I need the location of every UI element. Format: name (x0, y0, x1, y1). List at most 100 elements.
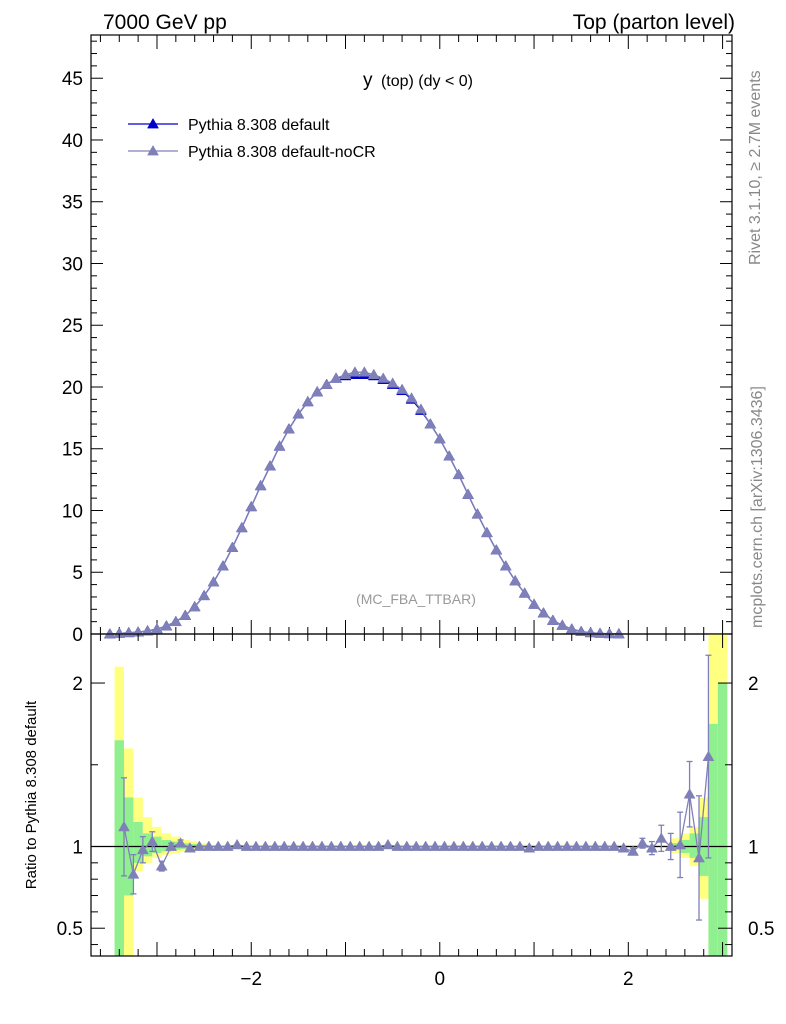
ratio-nocr-point (165, 840, 178, 851)
series-nocr-point (179, 609, 192, 620)
rivet-note: Rivet 3.1.10, ≥ 2.7M events (747, 70, 764, 265)
ratio-nocr-point (617, 842, 630, 853)
ratio-nocr-point (485, 840, 498, 851)
ratio-y-axis-label: Ratio to Pythia 8.308 default (23, 700, 40, 889)
ratio-uncertainty-bands (114, 634, 728, 956)
xtick-label: 0 (434, 969, 445, 990)
series-nocr-point (188, 600, 201, 612)
ratio-band-inner (114, 740, 124, 956)
ratio-nocr-point (674, 838, 687, 850)
ratio-nocr-point (410, 840, 423, 851)
series-nocr-point (217, 560, 229, 571)
ratio-nocr-point (193, 840, 206, 851)
ratio-band-inner (689, 833, 700, 858)
main-ytick-label: 0 (72, 625, 83, 646)
ratio-nocr-point (693, 851, 705, 863)
plot-title-main: y (363, 70, 373, 91)
series-nocr-point (330, 372, 343, 383)
main-ytick-label: 5 (72, 563, 83, 584)
series-nocr-point (339, 368, 352, 380)
series-nocr-point (528, 598, 540, 609)
series-nocr-point (377, 372, 390, 383)
ratio-plot-frame (90, 633, 733, 957)
ratio-nocr-point (702, 750, 715, 761)
main-ytick-label: 20 (62, 378, 83, 399)
ratio-nocr-point (382, 838, 394, 850)
ratio-nocr-point (655, 832, 668, 843)
ratio-nocr-point (645, 842, 658, 853)
main-ytick-label: 25 (62, 316, 83, 337)
main-ytick-label: 10 (62, 501, 83, 522)
ratio-nocr-point (231, 838, 244, 850)
series-nocr-point (386, 377, 399, 388)
ratio-band-inner (161, 839, 172, 852)
ratio-nocr-point (155, 860, 168, 871)
main-ytick-label: 45 (62, 69, 83, 90)
ratio-nocr-line (123, 756, 710, 877)
series-nocr-point (283, 422, 295, 434)
series-nocr-point (556, 619, 569, 630)
header-right: Top (parton level) (573, 11, 735, 34)
ratio-ytick-label-right: 0.5 (748, 919, 774, 940)
series-nocr-point (254, 479, 267, 491)
ratio-nocr-point (532, 840, 545, 851)
series-nocr-point (264, 460, 277, 471)
ratio-nocr-point (325, 840, 338, 851)
series-nocr-point (160, 619, 173, 631)
ratio-nocr-point (513, 840, 526, 851)
ratio-nocr-point (561, 840, 573, 851)
ratio-nocr-point (174, 837, 187, 848)
series-nocr-point (367, 368, 380, 380)
ratio-nocr-point (608, 840, 621, 851)
ratio-ytick-label-left: 1 (72, 837, 83, 858)
series-nocr-point (320, 378, 333, 389)
series-nocr-point (273, 440, 286, 451)
legend-marker (147, 117, 159, 129)
ratio-nocr-point (127, 868, 140, 879)
ratio-nocr-point (287, 840, 300, 851)
ratio-nocr-point (419, 840, 432, 851)
ratio-nocr-point (495, 840, 507, 851)
main-axis-ticks: 0 5 10 15 20 25 30 35 40 45 (62, 35, 732, 646)
ratio-nocr-point (297, 840, 310, 851)
ratio-nocr-point (344, 840, 357, 851)
ratio-nocr-point (353, 840, 366, 851)
ratio-axis-ticks: 0.5 0.5 1 1 2 2 −2 0 2 (57, 634, 774, 990)
ratio-nocr-point (259, 840, 272, 851)
ratio-nocr-point (278, 840, 291, 851)
series-nocr-point (103, 627, 116, 639)
series-nocr-point (226, 541, 239, 552)
ratio-nocr-point (240, 840, 253, 851)
series-nocr-point (546, 614, 559, 625)
ratio-nocr-point (363, 840, 376, 851)
series-nocr-point (462, 488, 474, 499)
series-nocr-point (424, 418, 437, 429)
series-nocr-point (405, 392, 418, 403)
ratio-nocr-point (551, 840, 564, 851)
mcplots-note: mcplots.cern.ch [arXiv:1306.3436] (749, 386, 766, 628)
series-nocr-point (575, 625, 588, 636)
series-nocr-point (207, 576, 220, 587)
series-nocr-point (301, 395, 314, 407)
ratio-nocr-point (250, 840, 262, 851)
ratio-nocr-point (664, 840, 677, 851)
ratio-nocr-point (212, 840, 225, 851)
ratio-ytick-label-left: 0.5 (57, 919, 83, 940)
ratio-nocr-point (118, 820, 130, 832)
ratio-nocr-point (627, 845, 639, 856)
series-nocr-point (452, 468, 465, 480)
legend-marker (147, 144, 159, 156)
ratio-nocr-point (268, 840, 281, 851)
ratio-nocr-point (306, 840, 319, 851)
legend-label-nocr: Pythia 8.308 default-noCR (188, 144, 376, 161)
series-nocr-point (594, 627, 606, 638)
series-nocr-point (612, 627, 625, 639)
ratio-nocr-point (438, 840, 451, 851)
ratio-nocr-point (589, 840, 602, 851)
ratio-band-inner (708, 723, 718, 956)
ratio-nocr-point (372, 840, 385, 851)
ratio-nocr-point (316, 840, 328, 851)
ratio-band-inner (717, 683, 728, 956)
ratio-nocr-point (598, 840, 611, 851)
ratio-nocr-point (136, 843, 149, 855)
